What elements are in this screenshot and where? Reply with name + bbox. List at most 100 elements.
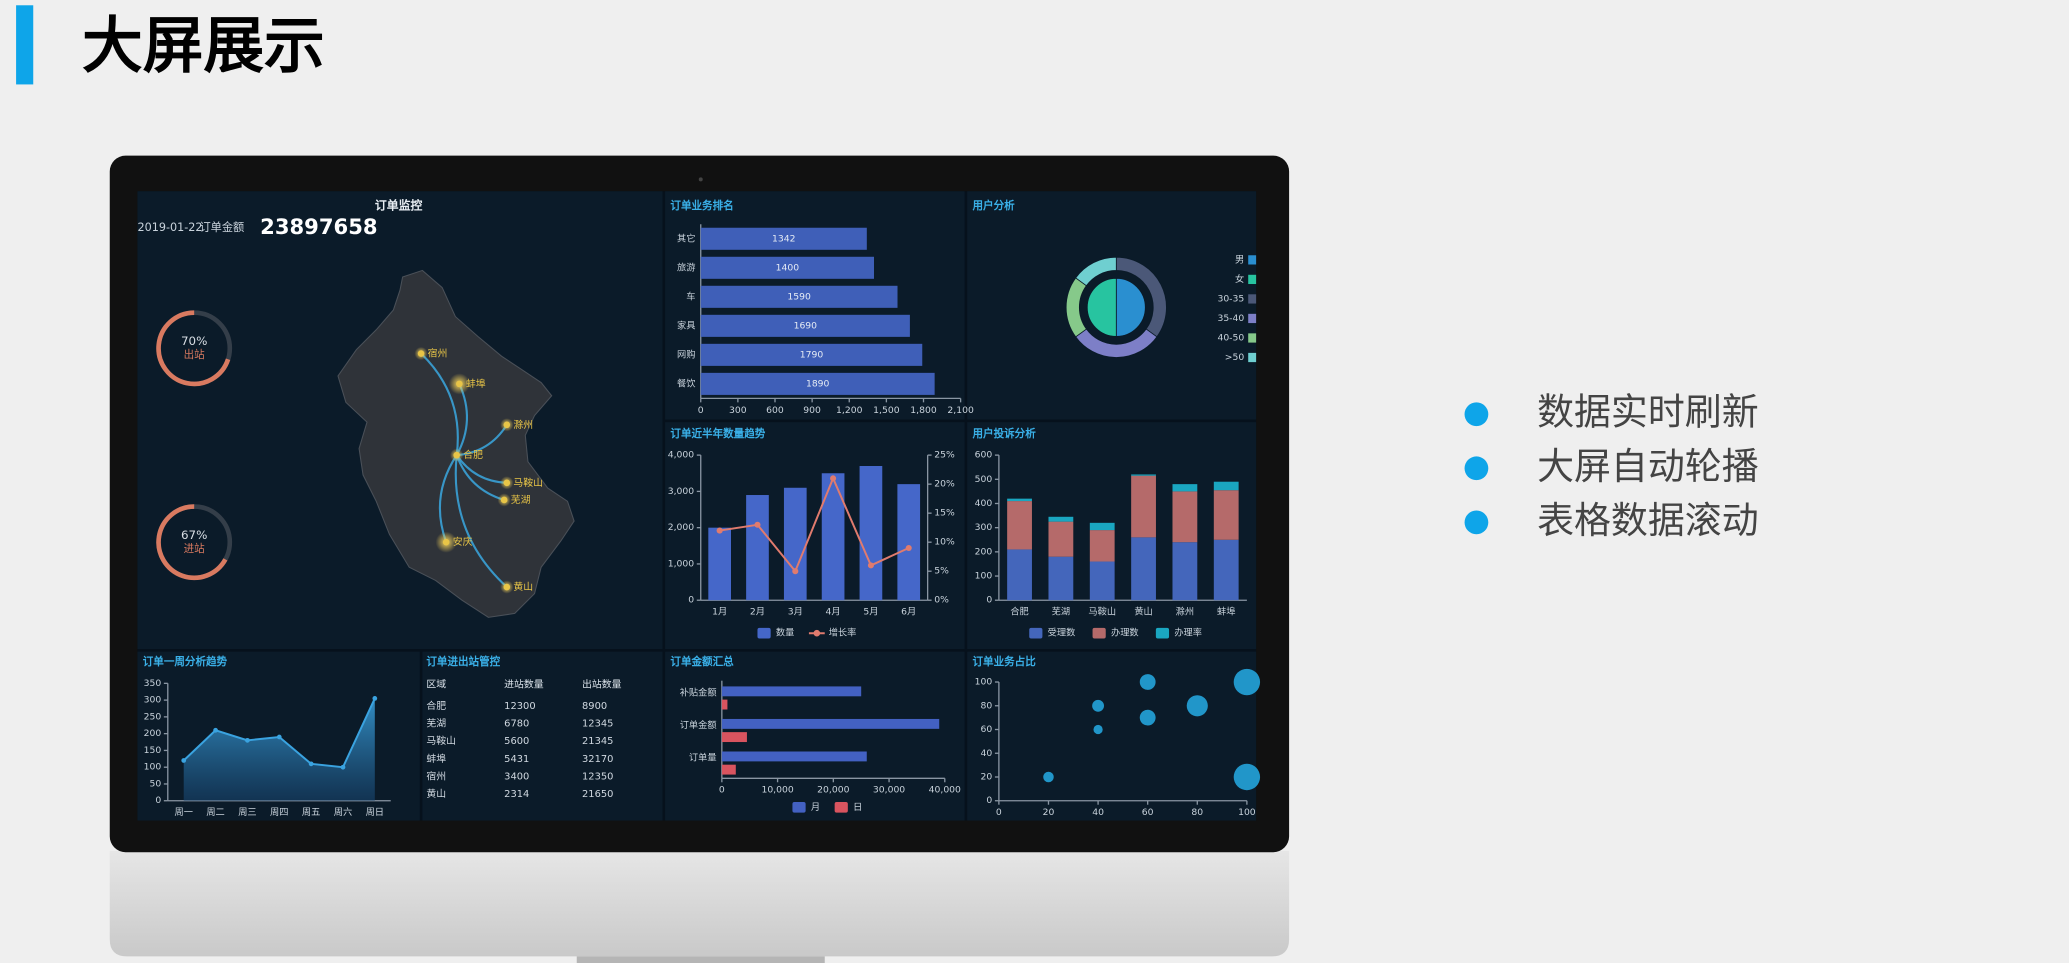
bar-segment [1048, 521, 1074, 557]
legend-swatch [1248, 255, 1257, 265]
gauge-value: 67% [181, 528, 207, 542]
x-tick-label: 周三 [238, 807, 256, 818]
bar [721, 764, 736, 775]
bullet-text: 大屏自动轮播 [1537, 445, 1759, 488]
x-tick-label: 周四 [270, 807, 288, 818]
title-accent [16, 5, 34, 85]
bar-segment [1089, 530, 1115, 562]
city-dot [503, 479, 511, 487]
x-tick-label: 黄山 [1134, 606, 1152, 618]
legend-label: 日 [853, 802, 862, 813]
panel-title: 订单业务排名 [670, 199, 733, 212]
city-label: 宿州 [428, 347, 448, 360]
panel-title: 订单近半年数量趋势 [670, 427, 765, 440]
table-cell: 马鞍山 [426, 734, 456, 747]
y-tick-label: 40 [981, 748, 993, 759]
bar [700, 343, 923, 366]
bar [859, 465, 883, 601]
bar-segment [1131, 475, 1156, 538]
bar-segment [1007, 549, 1032, 601]
x-tick-label: 芜湖 [1052, 606, 1070, 618]
x-tick-label: 2月 [750, 607, 765, 618]
y-tick-label: 200 [975, 546, 993, 557]
city-dot [503, 421, 511, 429]
y-tick-label: 600 [975, 450, 993, 461]
table-cell: 黄山 [426, 787, 446, 800]
bubble [1139, 709, 1156, 726]
table-cell: 芜湖 [426, 716, 446, 729]
y-tick-label: 10% [934, 537, 955, 548]
x-tick-label: 0 [996, 807, 1002, 818]
pie-slice [1086, 277, 1117, 337]
camera [698, 177, 703, 182]
y-tick-label: 20% [934, 479, 955, 490]
line-point [792, 568, 799, 575]
y-tick-label: 旅游 [677, 261, 695, 273]
bar [746, 495, 769, 601]
x-tick-label: 6月 [901, 607, 916, 618]
x-tick-label: 100 [1238, 807, 1256, 818]
bar-segment [1048, 516, 1074, 522]
value-label: 1342 [772, 233, 795, 244]
line-point [213, 727, 218, 733]
x-tick-label: 600 [766, 405, 784, 416]
bubble [1092, 699, 1105, 712]
city-label: 芜湖 [511, 493, 531, 506]
province-map [337, 269, 575, 618]
y-tick-label: 0 [986, 795, 992, 806]
y-tick-label: 车 [686, 290, 695, 302]
amount-label: 订单金额 [199, 220, 244, 234]
legend-label: 35-40 [1217, 313, 1244, 324]
y-tick-label: 订单量 [689, 752, 717, 764]
bar-segment [1213, 490, 1239, 540]
bar [700, 256, 874, 279]
line-point [754, 521, 761, 528]
x-tick-label: 4月 [826, 607, 841, 618]
bar [821, 473, 845, 601]
panel-title: 用户投诉分析 [971, 427, 1036, 440]
legend-swatch [1248, 352, 1257, 363]
legend-label: 男 [1235, 254, 1244, 265]
bubble [1139, 674, 1156, 690]
x-tick-label: 60 [1142, 807, 1154, 818]
table-header: 进站数量 [504, 678, 544, 691]
panel-title: 订单业务占比 [972, 655, 1036, 668]
bubble [1233, 763, 1261, 791]
bar [708, 527, 732, 601]
x-tick-label: 300 [729, 405, 747, 416]
y-tick-label: 500 [975, 474, 993, 485]
monitor-chin [109, 850, 1290, 957]
legend-swatch [1029, 627, 1043, 639]
legend-dot [813, 629, 821, 637]
legend-swatch [1248, 274, 1257, 285]
y-tick-label: 25% [934, 450, 955, 461]
y-tick-label: 350 [144, 678, 162, 689]
table-cell: 合肥 [426, 699, 446, 712]
legend-label: 增长率 [829, 627, 857, 639]
x-tick-label: 30,000 [873, 785, 905, 796]
bubble [1093, 724, 1103, 735]
bubble [1043, 771, 1054, 783]
page-title: 大屏展示 [82, 12, 325, 82]
y-tick-label: 20 [981, 771, 993, 782]
y-tick-label: 0 [688, 595, 694, 606]
y-tick-label: 50 [149, 778, 161, 789]
y-tick-label: 400 [975, 498, 993, 509]
legend-swatch [834, 802, 848, 813]
x-tick-label: 0 [698, 405, 704, 416]
city-dot [500, 496, 508, 504]
table-cell: 21650 [582, 789, 613, 800]
legend-swatch [792, 802, 806, 813]
gauge-label: 出站 [184, 348, 206, 361]
city-label: 安庆 [453, 535, 473, 548]
gauge-value: 70% [181, 334, 207, 348]
bar-segment [1007, 501, 1032, 550]
x-tick-label: 合肥 [1010, 606, 1028, 618]
line-point [905, 544, 912, 552]
value-label: 1590 [787, 291, 811, 302]
table-header: 出站数量 [582, 678, 622, 691]
line-point [181, 758, 187, 763]
legend-swatch [1248, 313, 1257, 324]
bullet-dot [1464, 456, 1489, 481]
